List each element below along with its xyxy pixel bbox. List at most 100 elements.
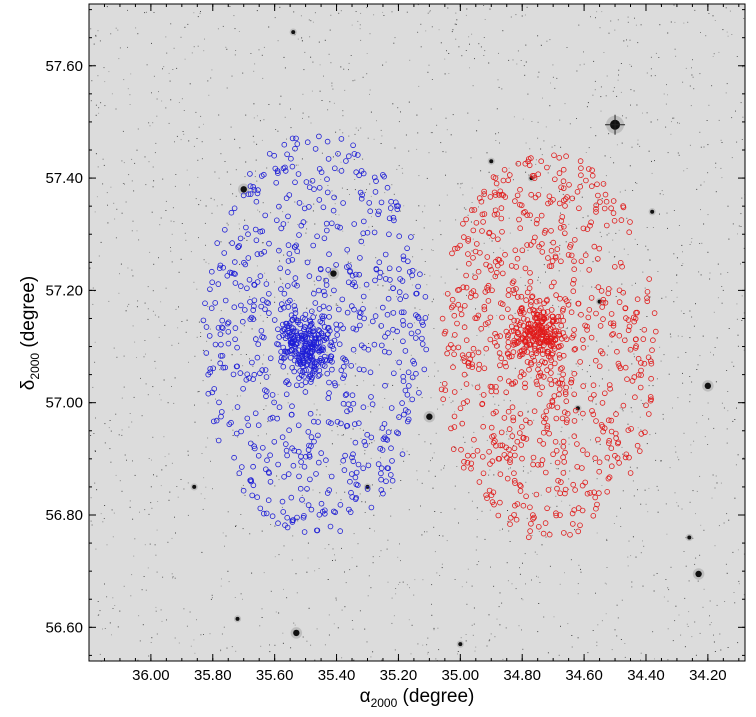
sky-pixel xyxy=(118,292,120,294)
data-point xyxy=(509,280,516,286)
data-point xyxy=(360,293,367,300)
sky-pixel xyxy=(476,564,478,566)
data-point xyxy=(301,344,308,351)
sky-pixel xyxy=(342,230,344,232)
sky-pixel xyxy=(478,43,480,45)
data-point xyxy=(371,174,378,181)
sky-pixel xyxy=(525,583,526,585)
sky-pixel xyxy=(117,29,119,31)
sky-pixel xyxy=(568,437,570,439)
sky-pixel xyxy=(489,238,490,240)
sky-pixel xyxy=(114,605,116,606)
sky-pixel xyxy=(373,14,375,16)
sky-pixel xyxy=(667,659,669,661)
sky-pixel xyxy=(624,656,626,658)
data-point xyxy=(259,297,266,303)
data-point xyxy=(517,201,523,208)
sky-pixel xyxy=(681,335,683,337)
sky-pixel xyxy=(566,327,568,329)
data-point xyxy=(283,348,290,355)
sky-pixel xyxy=(189,83,191,85)
data-point xyxy=(510,417,517,424)
data-point xyxy=(355,461,362,468)
sky-pixel xyxy=(612,90,614,92)
sky-pixel xyxy=(454,448,456,450)
data-point xyxy=(606,437,612,444)
data-point xyxy=(544,164,550,171)
data-point xyxy=(396,359,403,366)
sky-pixel xyxy=(266,309,268,311)
data-point xyxy=(595,436,601,443)
data-point xyxy=(375,461,382,467)
sky-pixel xyxy=(136,357,137,358)
bright-star xyxy=(235,616,240,621)
data-point xyxy=(645,354,652,361)
sky-pixel xyxy=(108,427,110,429)
sky-pixel xyxy=(707,402,709,404)
data-point xyxy=(541,419,547,426)
sky-pixel xyxy=(636,244,638,245)
sky-pixel xyxy=(646,72,648,74)
sky-pixel xyxy=(244,219,246,221)
data-point xyxy=(287,297,293,304)
sky-pixel xyxy=(168,72,170,74)
sky-pixel xyxy=(690,105,692,107)
data-point xyxy=(412,335,419,341)
sky-pixel xyxy=(171,233,173,235)
sky-pixel xyxy=(652,227,654,228)
sky-pixel xyxy=(342,110,344,112)
sky-pixel xyxy=(280,278,282,280)
sky-pixel xyxy=(114,218,116,220)
data-point xyxy=(350,346,357,353)
sky-pixel xyxy=(616,144,618,146)
sky-pixel xyxy=(637,143,639,145)
sky-pixel xyxy=(683,432,685,434)
data-point xyxy=(568,309,575,316)
sky-pixel xyxy=(536,575,537,577)
sky-pixel xyxy=(390,488,392,489)
sky-pixel xyxy=(498,52,499,54)
sky-pixel xyxy=(455,38,457,40)
data-point xyxy=(540,441,547,447)
data-point xyxy=(473,241,480,247)
data-point xyxy=(461,302,468,309)
sky-pixel xyxy=(442,535,444,537)
sky-pixel xyxy=(545,126,547,128)
sky-pixel xyxy=(672,640,674,642)
sky-pixel xyxy=(129,413,131,414)
data-point xyxy=(609,331,615,338)
data-point xyxy=(402,293,409,300)
sky-pixel xyxy=(173,47,175,49)
data-point xyxy=(526,366,532,373)
sky-pixel xyxy=(714,545,716,547)
sky-pixel xyxy=(361,301,363,303)
data-point xyxy=(560,371,566,378)
sky-pixel xyxy=(649,434,651,436)
data-point xyxy=(315,287,322,294)
data-point xyxy=(481,365,488,372)
sky-pixel xyxy=(493,585,495,587)
data-point xyxy=(614,455,621,461)
data-point xyxy=(506,172,513,178)
sky-pixel xyxy=(476,536,478,538)
sky-pixel xyxy=(350,55,352,56)
data-point xyxy=(378,476,384,483)
sky-pixel xyxy=(695,303,696,305)
sky-pixel xyxy=(560,212,561,214)
sky-pixel xyxy=(522,562,523,564)
data-point xyxy=(328,473,335,480)
sky-pixel xyxy=(461,55,463,57)
sky-pixel xyxy=(99,40,101,42)
data-point xyxy=(587,395,594,402)
sky-pixel xyxy=(162,576,164,578)
data-point xyxy=(623,451,630,458)
sky-pixel xyxy=(131,269,133,271)
sky-pixel xyxy=(430,443,432,445)
data-point xyxy=(307,379,314,385)
data-point xyxy=(324,490,331,496)
data-point xyxy=(531,408,538,415)
series-2 xyxy=(438,152,659,541)
data-point xyxy=(588,219,594,226)
data-point xyxy=(519,247,526,254)
data-point xyxy=(312,335,319,342)
